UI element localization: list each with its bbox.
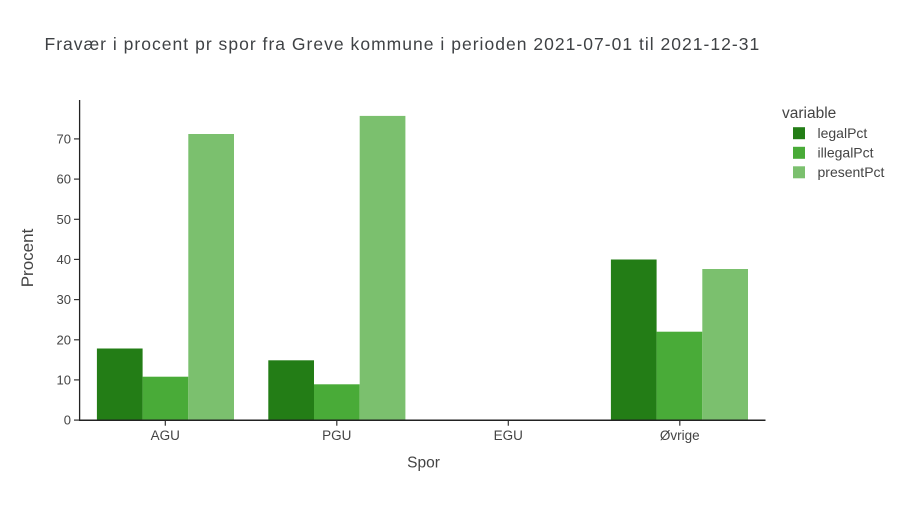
svg-text:PGU: PGU (322, 428, 351, 443)
svg-text:presentPct: presentPct (818, 164, 885, 180)
svg-text:AGU: AGU (151, 428, 180, 443)
svg-text:illegalPct: illegalPct (818, 145, 874, 161)
svg-text:legalPct: legalPct (818, 125, 868, 141)
svg-text:10: 10 (57, 373, 71, 388)
svg-text:70: 70 (57, 132, 71, 147)
svg-text:Procent: Procent (18, 228, 37, 287)
svg-text:Øvrige: Øvrige (660, 428, 700, 443)
svg-text:30: 30 (57, 292, 71, 307)
svg-text:variable: variable (782, 105, 836, 122)
svg-text:EGU: EGU (494, 428, 523, 443)
svg-text:40: 40 (57, 252, 71, 267)
svg-text:20: 20 (57, 332, 71, 347)
svg-text:60: 60 (57, 172, 71, 187)
svg-text:Fravær i procent pr spor fra G: Fravær i procent pr spor fra Greve kommu… (45, 34, 761, 54)
svg-text:0: 0 (64, 413, 71, 428)
svg-text:Spor: Spor (407, 455, 440, 472)
svg-text:50: 50 (57, 212, 71, 227)
